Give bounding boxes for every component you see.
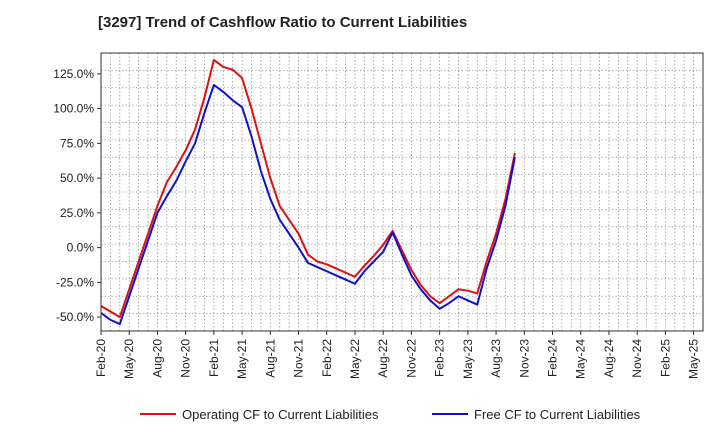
y-tick-label: 0.0% [67,241,95,255]
x-tick-label: Feb-23 [433,339,447,377]
x-axis-ticks: Feb-20 May-20 Aug-20 Nov-20 Feb-21 May-21 Aug-… [94,331,701,379]
x-tick-label: Aug-20 [150,339,164,378]
grid [101,52,703,332]
legend-label: Operating CF to Current Liabilities [182,407,379,422]
series-line-operating-cf [100,58,516,319]
x-tick-label: Aug-23 [489,339,503,378]
x-tick-label: May-22 [348,339,362,379]
y-tick-label: -50.0% [56,310,94,324]
x-tick-label: Feb-24 [546,339,560,377]
series-lines [100,58,516,326]
y-tick-label: 100.0% [53,102,94,116]
y-axis-ticks: 125.0% 100.0% 75.0% 50.0% 25.0% 0.0% -25.0% -50… [53,67,101,324]
x-tick-label: Feb-20 [94,339,108,377]
x-tick-label: Aug-22 [376,339,390,378]
x-tick-label: May-25 [687,339,701,379]
y-tick-label: 125.0% [53,67,94,81]
x-tick-label: Nov-24 [630,339,644,378]
x-tick-label: May-21 [235,339,249,379]
x-tick-label: May-23 [461,339,475,379]
y-tick-label: 75.0% [60,136,94,150]
x-tick-label: Aug-21 [263,339,277,378]
x-tick-label: Nov-22 [404,339,418,378]
plot-frame [100,52,704,332]
y-tick-label: 25.0% [60,206,94,220]
x-tick-label: May-20 [122,339,136,379]
x-tick-label: May-24 [574,339,588,379]
x-tick-label: Aug-24 [602,339,616,378]
legend: Operating CF to Current Liabilities Free … [140,407,641,422]
x-tick-label: Feb-22 [320,339,334,377]
y-tick-label: 50.0% [60,171,94,185]
chart-title: [3297] Trend of Cashflow Ratio to Curren… [98,14,468,31]
x-tick-label: Feb-21 [207,339,221,377]
x-tick-label: Nov-21 [292,339,306,378]
y-tick-label: -25.0% [56,275,94,289]
series-line-free-cf [100,83,516,326]
x-tick-label: Nov-23 [517,339,531,378]
x-tick-label: Nov-20 [179,339,193,378]
legend-label: Free CF to Current Liabilities [474,407,641,422]
x-tick-label: Feb-25 [658,339,672,377]
